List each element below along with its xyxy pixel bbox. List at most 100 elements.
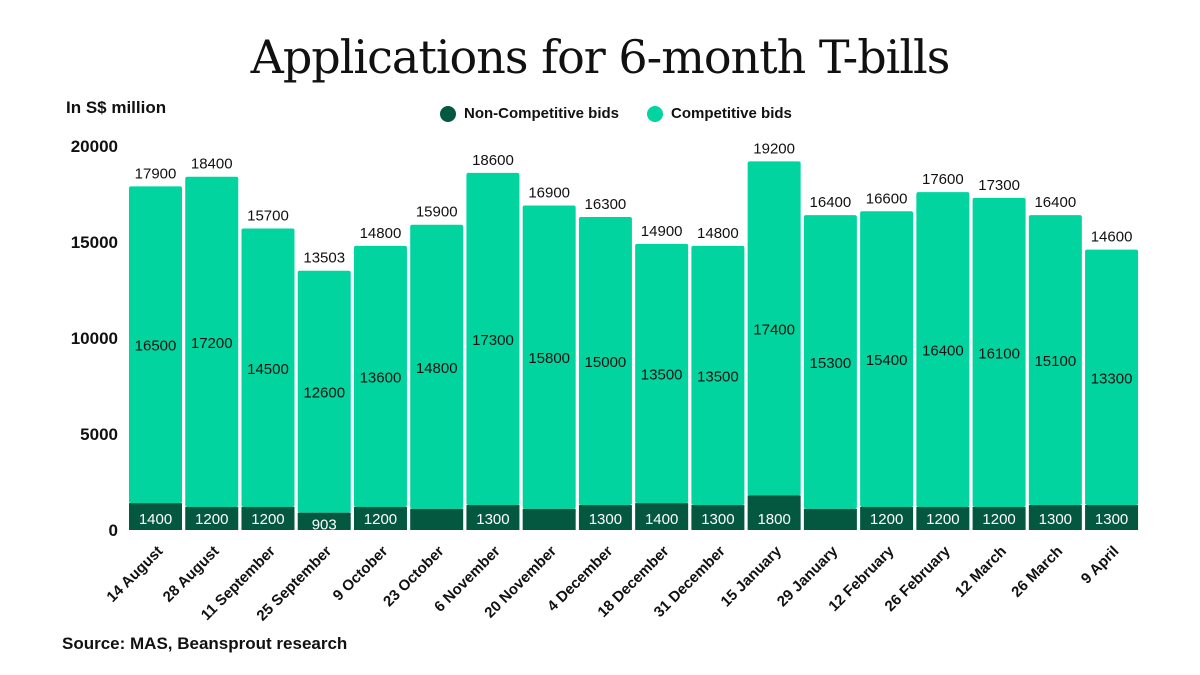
non-competitive-label: 1300: [476, 511, 509, 528]
source-note: Source: MAS, Beansprout research: [62, 634, 348, 653]
competitive-label: 17300: [472, 332, 514, 349]
non-competitive-label: 1300: [701, 511, 734, 528]
non-competitive-label: 1400: [139, 511, 172, 528]
total-label: 19200: [753, 140, 795, 157]
y-tick-label: 10000: [71, 329, 118, 348]
bar-non-competitive: [1028, 505, 1082, 530]
competitive-label: 16500: [135, 338, 177, 355]
bar-competitive: [578, 217, 632, 506]
competitive-label: 13600: [360, 369, 402, 386]
bar-non-competitive: [410, 508, 464, 530]
total-label: 17900: [135, 165, 177, 182]
bar-competitive: [466, 172, 520, 506]
competitive-label: 15100: [1034, 353, 1076, 370]
bar-non-competitive: [185, 506, 239, 530]
y-tick-label: 5000: [80, 425, 118, 444]
bar-non-competitive: [241, 506, 295, 530]
bar-non-competitive: [803, 508, 857, 530]
bar-competitive: [297, 270, 351, 513]
competitive-label: 14800: [416, 360, 458, 377]
bar-non-competitive: [916, 506, 970, 530]
y-tick-label: 0: [109, 521, 118, 540]
total-label: 16300: [585, 196, 627, 213]
bar-competitive: [635, 243, 689, 504]
competitive-label: 13500: [697, 368, 739, 385]
bar-non-competitive: [747, 495, 801, 530]
competitive-label: 17400: [753, 321, 795, 338]
non-competitive-label: 1200: [364, 511, 397, 528]
total-label: 13503: [303, 250, 345, 267]
competitive-label: 12600: [303, 385, 345, 402]
bar-competitive: [803, 215, 857, 509]
total-label: 18600: [472, 152, 514, 169]
total-label: 15700: [247, 208, 289, 225]
y-tick-label: 15000: [71, 233, 118, 252]
competitive-label: 16100: [978, 345, 1020, 362]
bar-competitive: [1028, 215, 1082, 506]
competitive-label: 15800: [528, 350, 570, 367]
bar-non-competitive: [1085, 505, 1139, 530]
bar-competitive: [860, 211, 914, 507]
bar-competitive: [241, 228, 295, 507]
non-competitive-label: 1200: [251, 511, 284, 528]
legend-item-non-competitive: Non-Competitive bids: [440, 105, 619, 122]
non-competitive-label: 1300: [1039, 511, 1072, 528]
bar-competitive: [185, 176, 239, 507]
total-label: 15900: [416, 204, 458, 221]
bar-non-competitive: [691, 505, 745, 530]
legend-swatch-competitive: [647, 105, 664, 122]
competitive-label: 15000: [585, 354, 627, 371]
bar-non-competitive: [297, 512, 351, 530]
legend: Non-Competitive bids Competitive bids: [440, 105, 792, 122]
bar-non-competitive: [635, 503, 689, 530]
bar-competitive: [410, 224, 464, 509]
bar-competitive: [916, 192, 970, 507]
non-competitive-label: 1800: [757, 511, 790, 528]
total-label: 14800: [697, 225, 739, 242]
non-competitive-label: 903: [312, 517, 337, 534]
bar-non-competitive: [578, 505, 632, 530]
total-label: 17300: [978, 177, 1020, 194]
bar-non-competitive: [860, 506, 914, 530]
legend-swatch-non-competitive: [440, 105, 456, 122]
total-label: 18400: [191, 156, 233, 173]
bar-non-competitive: [972, 506, 1026, 530]
bar-non-competitive: [353, 506, 407, 530]
bar-competitive: [972, 197, 1026, 507]
competitive-label: 13500: [641, 367, 683, 384]
bar-competitive: [691, 245, 745, 506]
competitive-label: 16400: [922, 343, 964, 360]
competitive-label: 15400: [866, 352, 908, 369]
non-competitive-label: 1200: [195, 511, 228, 528]
total-label: 14600: [1091, 229, 1133, 246]
y-axis-unit-label: In S$ million: [66, 98, 167, 117]
bar-competitive: [129, 186, 182, 504]
competitive-label: 17200: [191, 335, 233, 352]
chart-title: Applications for 6-month T-bills: [250, 30, 951, 84]
non-competitive-label: 1400: [645, 511, 678, 528]
legend-label-competitive: Competitive bids: [671, 105, 792, 122]
total-label: 16600: [866, 190, 908, 207]
bar-competitive: [1085, 249, 1139, 506]
total-label: 17600: [922, 171, 964, 188]
non-competitive-label: 1300: [589, 511, 622, 528]
legend-label-non-competitive: Non-Competitive bids: [464, 105, 620, 122]
bar-non-competitive: [466, 505, 520, 530]
x-tick-label: 26 March: [1008, 543, 1066, 601]
x-tick-label: 12 March: [952, 543, 1010, 601]
x-tick-label: 14 August: [103, 543, 166, 606]
non-competitive-label: 1300: [1095, 511, 1128, 528]
bar-competitive: [747, 161, 801, 496]
non-competitive-label: 1200: [982, 511, 1015, 528]
legend-item-competitive: Competitive bids: [647, 105, 792, 122]
competitive-label: 15300: [810, 355, 852, 372]
total-label: 14800: [360, 225, 402, 242]
bar-competitive: [353, 245, 407, 507]
bar-non-competitive: [522, 508, 576, 530]
x-tick-label: 9 April: [1078, 543, 1123, 588]
total-label: 14900: [641, 223, 683, 240]
non-competitive-label: 1200: [926, 511, 959, 528]
y-tick-label: 20000: [71, 137, 118, 156]
